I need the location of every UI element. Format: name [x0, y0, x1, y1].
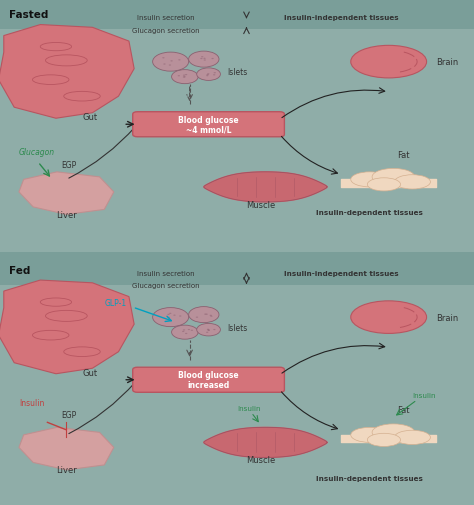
Ellipse shape: [204, 60, 206, 62]
Ellipse shape: [208, 330, 210, 331]
Ellipse shape: [172, 326, 198, 339]
Text: Insulin-independent tissues: Insulin-independent tissues: [284, 15, 399, 21]
Ellipse shape: [182, 331, 184, 332]
Polygon shape: [19, 428, 114, 470]
Ellipse shape: [178, 60, 181, 62]
Ellipse shape: [170, 61, 173, 63]
Ellipse shape: [169, 313, 172, 314]
Polygon shape: [19, 173, 114, 215]
FancyBboxPatch shape: [0, 0, 474, 30]
Text: Islets: Islets: [228, 323, 248, 332]
Ellipse shape: [153, 308, 189, 327]
Ellipse shape: [213, 75, 215, 76]
Ellipse shape: [164, 64, 166, 66]
Ellipse shape: [179, 316, 182, 317]
Ellipse shape: [185, 333, 187, 334]
Ellipse shape: [367, 433, 401, 446]
Ellipse shape: [351, 428, 389, 442]
Text: Fasted: Fasted: [9, 10, 49, 20]
Text: Brain: Brain: [436, 58, 458, 67]
Text: Brain: Brain: [436, 313, 458, 322]
Ellipse shape: [167, 317, 170, 319]
Ellipse shape: [351, 46, 427, 79]
Text: Insulin secretion: Insulin secretion: [137, 15, 195, 21]
Ellipse shape: [183, 77, 186, 78]
Text: Insulin: Insulin: [19, 398, 45, 407]
Polygon shape: [204, 428, 327, 458]
Text: Muscle: Muscle: [246, 456, 275, 465]
Text: Glucagon: Glucagon: [19, 148, 55, 157]
Text: EGP: EGP: [62, 411, 77, 420]
Text: Insulin: Insulin: [237, 405, 261, 411]
Text: Gut: Gut: [82, 113, 98, 122]
Text: Liver: Liver: [56, 466, 77, 475]
Ellipse shape: [351, 173, 389, 187]
Ellipse shape: [178, 76, 180, 77]
Text: GLP-1: GLP-1: [104, 298, 127, 307]
Ellipse shape: [153, 53, 189, 72]
Ellipse shape: [201, 57, 203, 58]
Ellipse shape: [169, 65, 171, 67]
Ellipse shape: [207, 74, 210, 75]
Text: Liver: Liver: [56, 211, 77, 220]
Text: Muscle: Muscle: [246, 200, 275, 210]
Ellipse shape: [206, 76, 209, 77]
FancyBboxPatch shape: [0, 252, 474, 285]
Text: Glucagon secretion: Glucagon secretion: [132, 27, 200, 33]
Ellipse shape: [197, 69, 220, 81]
Polygon shape: [0, 280, 134, 374]
Ellipse shape: [203, 59, 206, 60]
Text: Gut: Gut: [82, 368, 98, 377]
Ellipse shape: [172, 71, 198, 84]
Ellipse shape: [173, 315, 176, 316]
Ellipse shape: [372, 169, 415, 186]
Ellipse shape: [188, 329, 190, 330]
Ellipse shape: [210, 315, 212, 316]
Ellipse shape: [207, 75, 209, 76]
Ellipse shape: [210, 316, 212, 317]
Text: Fat: Fat: [397, 150, 409, 160]
Text: Insulin-dependent tissues: Insulin-dependent tissues: [316, 210, 423, 216]
Ellipse shape: [208, 330, 210, 331]
Text: Fat: Fat: [397, 406, 409, 415]
Ellipse shape: [211, 59, 214, 60]
Ellipse shape: [183, 77, 185, 78]
Ellipse shape: [394, 430, 430, 444]
Ellipse shape: [214, 73, 216, 74]
Ellipse shape: [185, 75, 187, 76]
Text: Insulin-dependent tissues: Insulin-dependent tissues: [316, 475, 423, 481]
Ellipse shape: [372, 424, 415, 441]
Polygon shape: [204, 173, 327, 203]
Ellipse shape: [183, 330, 185, 331]
Text: Glucagon secretion: Glucagon secretion: [132, 282, 200, 288]
FancyBboxPatch shape: [133, 113, 284, 137]
Ellipse shape: [204, 314, 207, 315]
Ellipse shape: [351, 301, 427, 334]
Ellipse shape: [213, 329, 216, 330]
Ellipse shape: [207, 329, 209, 330]
Text: Blood glucose
~4 mmol/L: Blood glucose ~4 mmol/L: [178, 115, 239, 135]
Text: EGP: EGP: [62, 161, 77, 170]
Text: Insulin-independent tissues: Insulin-independent tissues: [284, 270, 399, 276]
Ellipse shape: [189, 307, 219, 323]
Text: Islets: Islets: [228, 68, 248, 77]
Ellipse shape: [196, 317, 198, 318]
Ellipse shape: [167, 314, 170, 316]
Ellipse shape: [200, 59, 202, 60]
Ellipse shape: [206, 332, 209, 333]
Polygon shape: [0, 25, 134, 119]
Ellipse shape: [162, 58, 164, 59]
Ellipse shape: [205, 314, 208, 315]
Text: Blood glucose
increased: Blood glucose increased: [178, 370, 239, 390]
Ellipse shape: [197, 324, 220, 336]
Ellipse shape: [394, 175, 430, 189]
FancyBboxPatch shape: [133, 368, 284, 392]
Ellipse shape: [189, 52, 219, 68]
Text: Fed: Fed: [9, 265, 31, 275]
Text: Insulin secretion: Insulin secretion: [137, 270, 195, 276]
Ellipse shape: [367, 178, 401, 191]
Ellipse shape: [183, 75, 185, 77]
Ellipse shape: [191, 330, 193, 331]
Text: Insulin: Insulin: [412, 392, 436, 398]
